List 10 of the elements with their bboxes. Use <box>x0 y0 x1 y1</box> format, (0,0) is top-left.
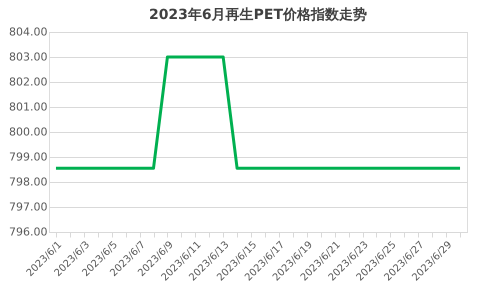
y-tick-label: 799.00 <box>9 150 48 164</box>
y-tick-label: 797.00 <box>9 200 48 214</box>
chart-title: 2023年6月再生PET价格指数走势 <box>148 7 368 23</box>
y-tick-label: 803.00 <box>9 50 48 64</box>
y-tick-label: 801.00 <box>9 100 48 114</box>
y-tick-label: 796.00 <box>9 226 48 238</box>
y-tick-label: 804.00 <box>9 26 48 38</box>
y-tick-label: 802.00 <box>9 76 48 88</box>
y-tick-label: 800.00 <box>9 126 48 138</box>
y-tick-label: 798.00 <box>9 176 48 188</box>
